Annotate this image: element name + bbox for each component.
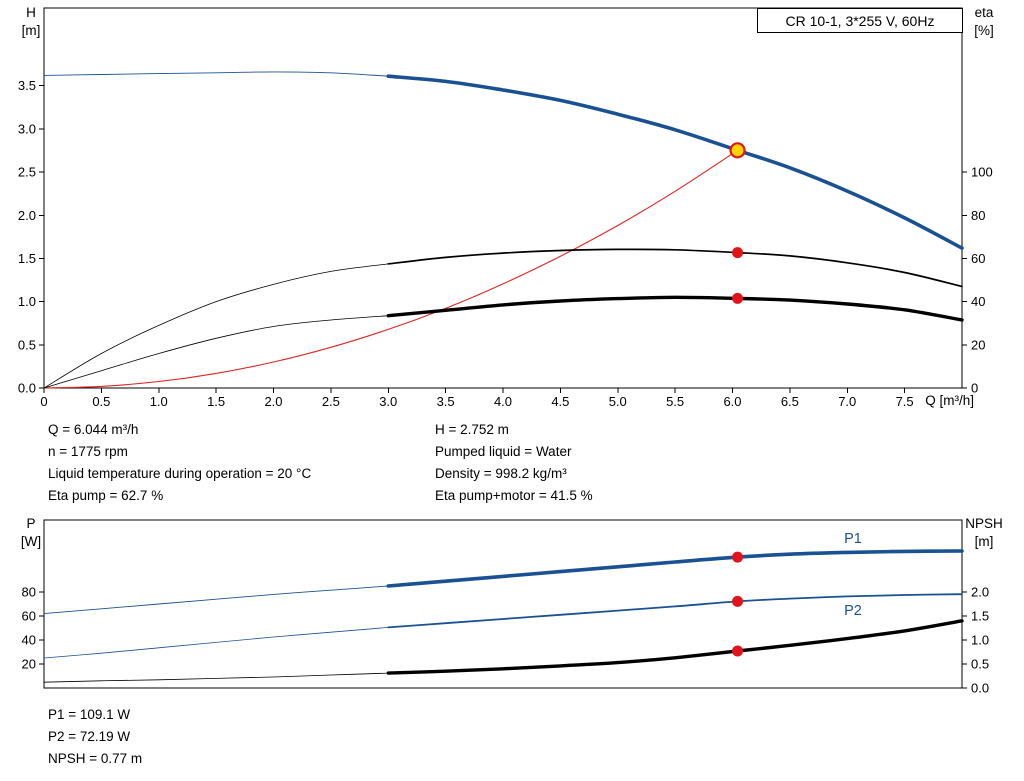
- y-right-tick-label: 0.5: [971, 657, 989, 672]
- y-right-tick-label: 80: [971, 208, 985, 223]
- power-npsh-data-column: P1 = 109.1 W P2 = 72.19 W NPSH = 0.77 m: [48, 704, 142, 770]
- y-left-tick-label: 60: [22, 609, 36, 624]
- x-tick-label: 5.0: [609, 394, 627, 409]
- eta-pump-value: Eta pump = 62.7 %: [48, 488, 164, 503]
- y-right-tick-label: 100: [971, 165, 993, 180]
- plot-frame: [43, 7, 963, 389]
- y-right-tick-label: 1.0: [971, 633, 989, 648]
- curve-npsh: [386, 619, 964, 675]
- x-tick-label: 7.0: [838, 394, 856, 409]
- head-axis-label: H [m]: [14, 4, 48, 40]
- x-tick-label: 2.0: [264, 394, 282, 409]
- liquid-temperature-value: Liquid temperature during operation = 20…: [48, 466, 312, 481]
- curve-pump-head: [386, 74, 964, 250]
- power-axis-unit: [W]: [20, 534, 42, 549]
- power-axis-name: P: [26, 516, 36, 531]
- x-tick-label: 7.5: [896, 394, 914, 409]
- pumped-liquid-value: Pumped liquid = Water: [435, 444, 572, 459]
- y-left-tick-label: 0.5: [18, 337, 36, 352]
- curve-pump-head-lead: [43, 71, 389, 77]
- eta-axis-unit: [%]: [974, 23, 994, 38]
- density-value: Density = 998.2 kg/m³: [435, 466, 567, 481]
- y-right-tick-label: 40: [971, 294, 985, 309]
- x-tick-label: 2.5: [322, 394, 340, 409]
- operating-point-dot: [732, 645, 744, 657]
- curve-eta-pump: [387, 248, 963, 288]
- operating-point-dot: [732, 595, 744, 607]
- x-tick-label: 3.5: [437, 394, 455, 409]
- operating-data-left-column: Q = 6.044 m³/h n = 1775 rpm Liquid tempe…: [48, 419, 311, 507]
- p2-value: P2 = 72.19 W: [48, 729, 131, 744]
- curve-p1-power: [386, 549, 964, 588]
- x-tick-label: 5.5: [666, 394, 684, 409]
- flow-value: Q = 6.044 m³/h: [48, 422, 139, 437]
- y-right-tick-label: 0: [971, 381, 978, 396]
- eta-axis-name: eta: [974, 5, 994, 20]
- y-left-tick-label: 2.0: [18, 208, 36, 223]
- x-tick-label: 4.0: [494, 394, 512, 409]
- y-left-tick-label: 2.5: [18, 165, 36, 180]
- speed-value: n = 1775 rpm: [48, 444, 128, 459]
- eta-axis-label: eta [%]: [966, 4, 1002, 40]
- flow-axis-label: Q [m³/h]: [925, 393, 974, 408]
- y-right-tick-label: 60: [971, 251, 985, 266]
- y-right-tick-label: 0.0: [971, 681, 989, 696]
- head-value: H = 2.752 m: [435, 422, 509, 437]
- curve-p2-power: [387, 593, 963, 629]
- curve-p2-power-lead: [43, 627, 389, 659]
- curve-eta-pump-motor-lead: [43, 315, 389, 389]
- y-left-tick-label: 80: [22, 585, 36, 600]
- eta-pump-motor-value: Eta pump+motor = 41.5 %: [435, 488, 593, 503]
- y-right-tick-label: 2.0: [971, 585, 989, 600]
- y-left-tick-label: 0.0: [18, 381, 36, 396]
- y-right-tick-label: 20: [971, 337, 985, 352]
- npsh-axis-name: NPSH: [965, 516, 1003, 531]
- curve-system-curve: [43, 149, 738, 389]
- curve-p1-power-lead: [43, 585, 389, 615]
- p1-value: P1 = 109.1 W: [48, 707, 131, 722]
- operating-point-dot: [732, 292, 744, 304]
- operating-point-dot: [732, 551, 744, 563]
- curve-label-p2: P2: [844, 603, 862, 619]
- operating-point-dot: [732, 247, 744, 259]
- curve-label-p1: P1: [844, 531, 862, 547]
- x-tick-label: 1.5: [207, 394, 225, 409]
- y-right-tick-label: 1.5: [971, 609, 989, 624]
- x-tick-label: 0: [40, 394, 47, 409]
- head-axis-unit: [m]: [21, 23, 41, 38]
- power-axis-label: P [W]: [14, 515, 48, 551]
- curve-eta-pump-lead: [43, 263, 389, 389]
- head-axis-name: H: [26, 5, 36, 20]
- curve-eta-pump-motor: [386, 295, 964, 322]
- x-tick-label: 0.5: [92, 394, 110, 409]
- x-tick-label: 6.0: [723, 394, 741, 409]
- npsh-axis-unit: [m]: [974, 534, 994, 549]
- plot-frame: [43, 519, 963, 689]
- x-tick-label: 4.5: [551, 394, 569, 409]
- operating-data-right-column: H = 2.752 m Pumped liquid = Water Densit…: [435, 419, 593, 507]
- y-left-tick-label: 3.5: [18, 78, 36, 93]
- y-left-tick-label: 1.0: [18, 294, 36, 309]
- y-left-tick-label: 20: [22, 657, 36, 672]
- pump-type-box: CR 10-1, 3*255 V, 60Hz: [757, 8, 963, 33]
- curve-npsh-lead: [43, 672, 389, 683]
- x-tick-label: 6.5: [781, 394, 799, 409]
- x-tick-label: 1.0: [150, 394, 168, 409]
- duty-point-marker: [729, 142, 746, 159]
- x-tick-label: 3.0: [379, 394, 397, 409]
- y-left-tick-label: 40: [22, 633, 36, 648]
- npsh-value: NPSH = 0.77 m: [48, 751, 143, 766]
- y-left-tick-label: 3.0: [18, 121, 36, 136]
- npsh-axis-label: NPSH [m]: [958, 515, 1010, 551]
- y-left-tick-label: 1.5: [18, 251, 36, 266]
